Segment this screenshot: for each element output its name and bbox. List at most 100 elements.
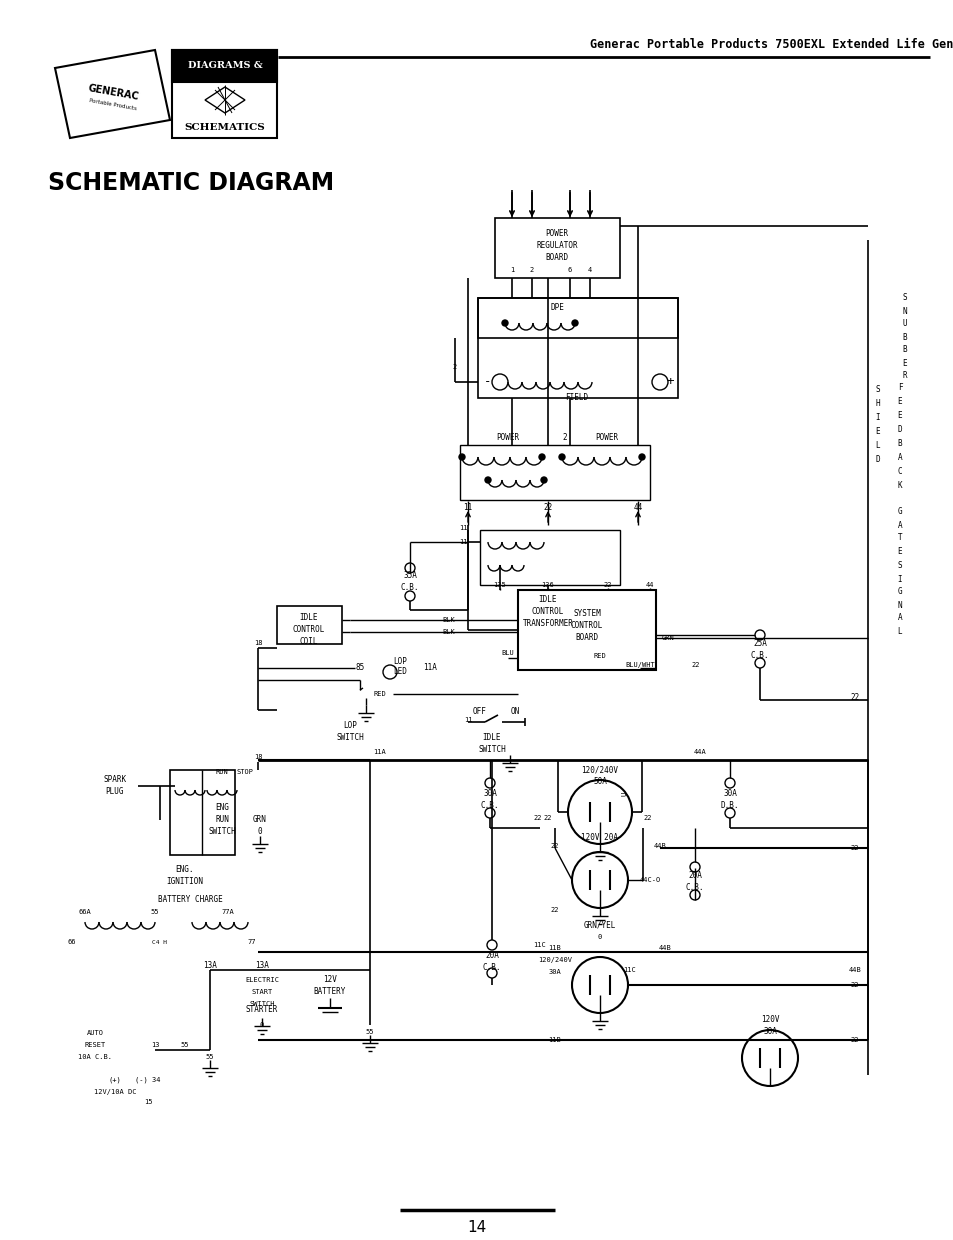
Text: N: N [902,306,906,315]
Text: REGULATOR: REGULATOR [536,242,578,250]
Text: D: D [875,455,880,465]
Text: SPARK: SPARK [103,775,127,785]
Text: C.B.: C.B. [482,962,500,971]
Text: C: C [897,467,902,476]
Text: R: R [902,372,906,381]
Text: 11B: 11B [548,945,560,951]
Text: 12V/10A DC: 12V/10A DC [93,1089,136,1095]
Text: 120/240V: 120/240V [537,957,572,963]
Text: ENG: ENG [214,804,229,812]
Text: 120/240V: 120/240V [581,765,618,775]
Circle shape [639,454,644,460]
Text: GENERAC: GENERAC [87,83,139,103]
Text: IDLE: IDLE [482,734,500,743]
Text: CONTROL: CONTROL [570,620,602,630]
Text: S: S [875,386,880,394]
Text: 6: 6 [567,267,572,273]
Text: 11: 11 [463,717,472,723]
Text: 11: 11 [458,539,467,546]
Text: BLU: BLU [501,650,514,656]
Circle shape [501,320,507,326]
Text: 120V: 120V [760,1016,779,1024]
Text: IDLE: IDLE [538,595,557,605]
Text: 12V: 12V [323,976,336,985]
Text: 44C-O: 44C-O [639,877,659,883]
Text: B: B [897,439,902,449]
Text: 55: 55 [206,1054,214,1060]
Text: POWER: POWER [545,229,568,238]
Bar [495,218,619,278]
Text: POWER: POWER [595,433,618,441]
Text: 50A: 50A [593,777,606,786]
Text: E: E [875,428,880,436]
Text: L: L [875,441,880,450]
Text: 30A: 30A [482,789,497,797]
Text: N: N [897,600,902,610]
Text: F: F [897,383,902,393]
Text: 22: 22 [850,844,859,851]
Text: 22: 22 [533,815,541,821]
Text: 0: 0 [598,934,601,940]
Text: 44B: 44B [653,843,666,849]
Bar [170,770,234,856]
Text: 30A: 30A [548,968,560,975]
Text: 14: 14 [467,1220,486,1235]
Text: 35A: 35A [402,572,416,580]
Text: STOP: STOP [236,769,253,775]
Text: BLK: BLK [442,629,455,635]
Text: GRN/YEL: GRN/YEL [583,920,616,930]
Text: BATTERY CHARGE: BATTERY CHARGE [157,895,222,904]
Text: 22: 22 [849,692,859,702]
Text: B: B [902,332,906,341]
Text: LOP: LOP [343,720,356,729]
Text: 11C: 11C [623,967,636,973]
Text: IDLE: IDLE [299,613,318,621]
Text: K: K [897,481,902,491]
Text: 136: 136 [541,582,554,588]
Bar [459,445,649,500]
Text: S: S [902,294,906,303]
Text: 11: 11 [463,502,472,511]
Circle shape [538,454,544,460]
Text: 30A: 30A [762,1028,776,1037]
Circle shape [540,477,546,484]
Text: 15: 15 [144,1099,152,1105]
Text: DIAGRAMS &: DIAGRAMS & [188,62,262,71]
Text: (-) 34: (-) 34 [135,1076,161,1084]
Text: 55: 55 [365,1029,374,1035]
Text: SWITCH: SWITCH [335,733,363,742]
Circle shape [458,454,464,460]
Text: BLU/WHT: BLU/WHT [624,662,654,668]
Text: E: E [902,358,906,367]
Text: 11B: 11B [548,1037,560,1043]
Text: 2: 2 [529,267,534,273]
Text: 22: 22 [850,982,859,988]
Text: G: G [897,588,902,596]
Text: U: U [902,320,906,329]
Text: 13: 13 [151,1042,159,1048]
Text: E: E [897,412,902,420]
Text: 13A: 13A [203,961,216,970]
Text: RESET: RESET [84,1042,106,1048]
Text: -: - [484,376,491,388]
Text: I: I [897,574,902,584]
Text: C.B.: C.B. [400,584,418,593]
Text: C.B.: C.B. [480,801,498,810]
Text: 66: 66 [68,939,76,945]
Text: 55: 55 [180,1042,189,1048]
Text: 22: 22 [850,1037,859,1043]
Text: DPE: DPE [550,304,563,312]
Text: IGNITION: IGNITION [167,878,203,887]
Text: 22: 22 [550,906,558,913]
Bar [172,50,276,138]
Text: 1: 1 [509,267,514,273]
Text: 66A: 66A [78,909,91,915]
Text: SCHEMATICS: SCHEMATICS [185,124,265,133]
Text: SWITCH: SWITCH [249,1001,274,1007]
Bar [477,298,678,339]
Text: SYSTEM: SYSTEM [573,609,600,618]
Circle shape [572,320,578,326]
Text: ELECTRIC: ELECTRIC [245,977,278,983]
Text: 11A: 11A [422,663,436,672]
Text: SCHEMATIC DIAGRAM: SCHEMATIC DIAGRAM [48,171,334,195]
